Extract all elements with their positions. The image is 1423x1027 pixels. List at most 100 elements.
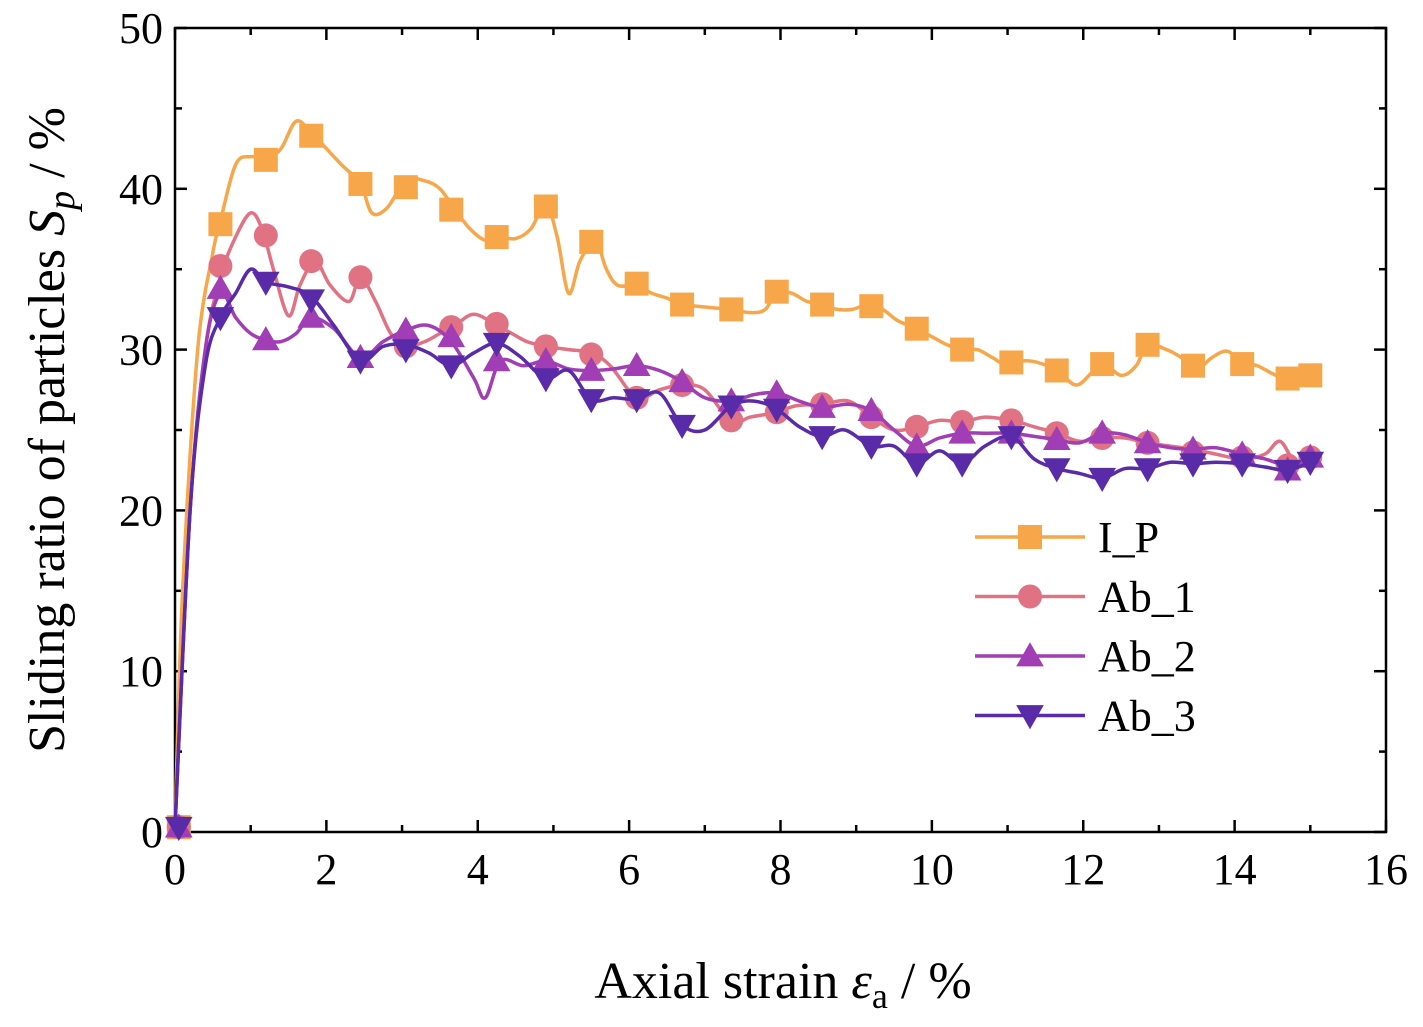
- plot-frame: [173, 26, 1388, 834]
- data-point: [624, 271, 649, 296]
- data-point: [764, 279, 789, 304]
- series-layer: [164, 119, 1325, 841]
- data-point: [299, 123, 324, 148]
- data-point: [622, 351, 651, 377]
- data-point: [484, 311, 509, 336]
- y-tick-label: 20: [119, 486, 163, 535]
- x-axis-title: Axial strain εa / %: [594, 953, 971, 1016]
- data-point: [208, 212, 233, 237]
- data-point: [668, 414, 696, 439]
- legend-label: Ab_3: [1098, 692, 1196, 741]
- data-point: [1133, 429, 1162, 454]
- data-point: [393, 175, 418, 200]
- x-tick-label: 10: [910, 845, 954, 894]
- data-point: [533, 334, 558, 359]
- data-point: [208, 253, 233, 278]
- data-point: [857, 435, 886, 460]
- data-point: [299, 249, 324, 274]
- data-point: [253, 147, 278, 172]
- x-tick-label: 0: [164, 845, 186, 894]
- data-point: [1133, 458, 1162, 483]
- x-tick-label: 4: [467, 845, 489, 894]
- data-point: [348, 171, 373, 196]
- legend-marker: [1018, 584, 1042, 609]
- x-tick-label: 12: [1061, 845, 1105, 894]
- data-point: [437, 322, 466, 348]
- data-point: [1273, 459, 1302, 484]
- y-tick-label: 10: [119, 647, 163, 696]
- data-point: [297, 303, 326, 328]
- axes: 0 2 4 6 8 10 12 14 16 0 10 20 30 40 50: [119, 4, 1408, 894]
- data-point: [532, 347, 560, 372]
- data-point: [577, 356, 606, 381]
- data-point: [482, 347, 511, 372]
- data-point: [1180, 353, 1205, 378]
- data-point: [439, 197, 464, 222]
- data-point: [1296, 451, 1325, 476]
- data-point: [206, 274, 235, 299]
- data-point: [1088, 467, 1116, 493]
- legend: I_P Ab_1 Ab_2 Ab_3: [975, 513, 1196, 741]
- y-tick-label: 50: [119, 4, 163, 53]
- y-tick-label: 0: [141, 808, 163, 857]
- data-point: [392, 339, 420, 364]
- data-point: [670, 292, 695, 317]
- series-line: [173, 119, 1311, 828]
- data-point: [1088, 419, 1116, 444]
- data-point: [1042, 458, 1071, 483]
- x-axis-title-sub: a: [872, 976, 888, 1016]
- data-point: [859, 294, 884, 319]
- x-tick-label: 8: [770, 845, 792, 894]
- data-point: [348, 265, 373, 290]
- x-tick-label: 2: [315, 845, 337, 894]
- y-axis-title-unit: / %: [19, 107, 76, 191]
- legend-item: I_P: [975, 513, 1159, 562]
- data-point: [810, 292, 835, 317]
- data-point: [719, 297, 744, 322]
- data-point: [808, 393, 836, 418]
- data-point: [392, 316, 420, 341]
- legend-marker: [1016, 705, 1044, 730]
- data-point: [1275, 366, 1300, 391]
- data-point: [1135, 332, 1160, 357]
- data-point: [902, 453, 931, 478]
- data-point: [999, 350, 1024, 375]
- series-ab-3: [164, 267, 1325, 841]
- y-tick-label: 40: [119, 165, 163, 214]
- data-point: [532, 368, 560, 393]
- data-point: [950, 337, 975, 362]
- x-tick-label: 6: [618, 845, 640, 894]
- legend-item: Ab_1: [975, 573, 1196, 622]
- y-axis-title: Sliding ratio of particles Sp / %: [19, 107, 83, 753]
- data-point: [346, 350, 375, 375]
- data-point: [206, 307, 235, 332]
- data-point: [762, 379, 791, 404]
- data-point: [857, 396, 886, 422]
- data-point: [808, 426, 836, 451]
- legend-label: I_P: [1098, 513, 1159, 562]
- data-point: [484, 225, 509, 250]
- data-point: [668, 367, 696, 393]
- series-i-p: [166, 119, 1323, 840]
- data-point: [1090, 352, 1115, 377]
- data-point: [948, 419, 976, 444]
- y-tick-label: 30: [119, 326, 163, 375]
- data-point: [719, 408, 744, 433]
- data-point: [762, 398, 791, 423]
- data-point: [1298, 363, 1323, 388]
- data-point: [1044, 358, 1069, 383]
- data-point: [437, 355, 466, 380]
- data-point: [1230, 352, 1255, 377]
- data-point: [577, 389, 606, 414]
- x-axis-title-main: Axial strain: [594, 953, 851, 1010]
- data-point: [164, 816, 193, 841]
- y-axis-title-sub: p: [41, 191, 83, 213]
- data-point: [533, 194, 558, 219]
- data-point: [579, 342, 604, 367]
- data-point: [904, 414, 929, 439]
- legend-item: Ab_3: [975, 692, 1196, 741]
- data-point: [482, 332, 511, 357]
- data-point: [902, 432, 931, 457]
- data-point: [252, 271, 280, 296]
- legend-label: Ab_2: [1098, 632, 1196, 681]
